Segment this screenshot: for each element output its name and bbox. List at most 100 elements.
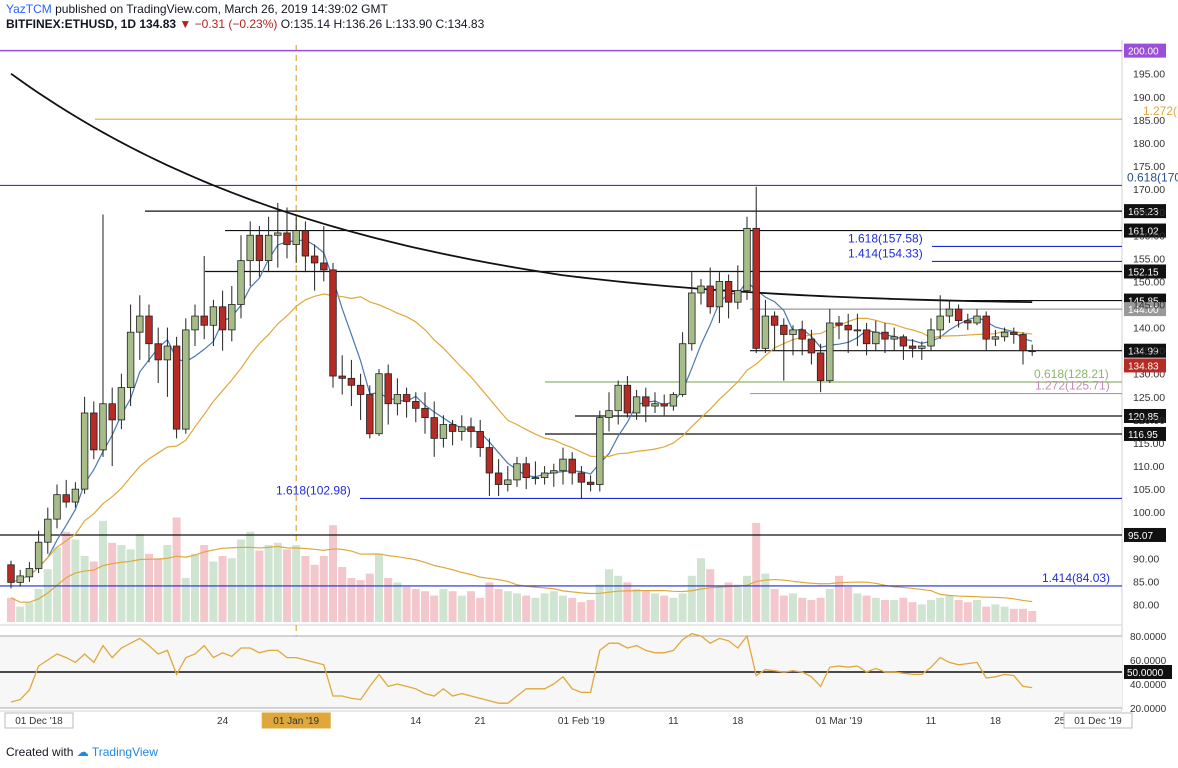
candle-body — [853, 329, 862, 332]
volume-bar — [273, 542, 282, 622]
price-chart[interactable]: 200.001.272(185.14)0.618(170.79)165.2316… — [0, 0, 1178, 738]
candle — [531, 461, 540, 485]
candle-body — [908, 345, 917, 349]
candle — [706, 267, 714, 314]
price-tick-label: 100.00 — [1133, 507, 1165, 519]
level-price-tag — [1124, 204, 1166, 219]
tradingview-link[interactable]: TradingView — [91, 745, 158, 759]
candle-body — [780, 324, 788, 335]
candle-body — [577, 472, 586, 483]
candle — [1010, 327, 1018, 344]
candle-body — [292, 230, 300, 245]
candle — [973, 309, 981, 326]
volume-bar — [899, 597, 908, 622]
volume-bar — [62, 531, 71, 622]
candle-body — [715, 281, 724, 308]
price-tick-label: 185.00 — [1133, 115, 1165, 127]
candle — [881, 322, 889, 353]
symbol-label[interactable]: BITFINEX:ETHUSD, 1D — [6, 17, 137, 31]
candle — [835, 316, 843, 340]
volume-bar — [375, 553, 383, 622]
candle-body — [734, 290, 742, 303]
volume-bar — [329, 525, 337, 622]
candle-body — [154, 343, 162, 361]
candle-body — [283, 232, 291, 245]
price-tick-label: 190.00 — [1133, 92, 1165, 104]
candle-body — [338, 375, 346, 379]
candle-body — [310, 255, 319, 264]
volume-bar — [687, 575, 696, 622]
volume-bar — [678, 593, 687, 622]
volume-bar — [807, 600, 816, 622]
candle-body — [80, 412, 89, 490]
volume-bar — [218, 556, 227, 622]
candle — [430, 401, 438, 457]
candle-body — [467, 426, 475, 432]
volume-bar — [264, 545, 273, 622]
candle-body — [844, 324, 852, 331]
rsi-tick-label: 40.0000 — [1130, 680, 1167, 691]
time-tick-label: 01 Dec '18 — [15, 716, 63, 727]
author-link[interactable]: YazTCM — [6, 2, 52, 16]
level-price-tag — [1124, 426, 1166, 441]
volume-bar — [7, 597, 15, 622]
candle-body — [936, 315, 944, 331]
candle — [899, 334, 908, 360]
volume-bar — [393, 582, 402, 622]
time-tick-label: 25 — [1054, 716, 1066, 727]
candle — [780, 318, 788, 381]
candle — [770, 311, 779, 351]
ohlc-open: O:135.14 — [280, 17, 331, 31]
candle — [136, 295, 144, 360]
candle-body — [439, 424, 448, 439]
candle — [108, 387, 116, 467]
candle-body — [862, 329, 871, 345]
volume-bar — [16, 606, 25, 622]
candle-body — [954, 308, 963, 322]
volume-bar — [384, 578, 393, 622]
volume-bar — [89, 561, 98, 622]
volume-bar — [338, 567, 347, 622]
volume-bar — [154, 558, 163, 622]
rsi-tick-label: 20.0000 — [1130, 704, 1167, 715]
candle — [743, 216, 751, 300]
candle — [623, 376, 632, 418]
volume-bar — [761, 573, 770, 622]
volume-bar — [917, 604, 926, 622]
ma-mid-line — [10, 293, 1033, 583]
candle — [375, 369, 383, 437]
candle — [44, 507, 52, 554]
candle-body — [62, 494, 70, 503]
candle — [853, 313, 862, 347]
level-price-label: 144.00 — [1128, 305, 1159, 316]
candle-body — [761, 315, 770, 349]
candle — [789, 325, 797, 356]
last-price: 134.83 — [139, 17, 177, 31]
rsi-tick-label: 80.0000 — [1130, 632, 1167, 643]
volume-bar — [476, 597, 485, 622]
candle — [53, 484, 61, 529]
candle — [25, 562, 34, 582]
level-price-label: 145.85 — [1128, 297, 1159, 308]
candle-body — [513, 463, 521, 481]
chart-header: YazTCM published on TradingView.com, Mar… — [6, 2, 484, 32]
candle-body — [632, 396, 641, 414]
candle-body — [973, 315, 981, 324]
candle — [752, 186, 760, 353]
volume-bar — [770, 589, 779, 622]
volume-bar — [586, 600, 595, 622]
volume-bar — [945, 595, 954, 622]
candle — [338, 355, 346, 395]
candle — [761, 299, 770, 353]
candle — [596, 410, 604, 492]
volume-bar — [816, 597, 825, 622]
candle-body — [53, 494, 61, 520]
candle — [145, 304, 153, 363]
candle-body — [246, 234, 254, 262]
volume-bar — [798, 597, 807, 622]
candle-body — [614, 384, 622, 412]
candle — [412, 392, 420, 423]
candle-body — [540, 472, 549, 478]
candle — [577, 466, 586, 499]
candle-body — [172, 345, 181, 430]
